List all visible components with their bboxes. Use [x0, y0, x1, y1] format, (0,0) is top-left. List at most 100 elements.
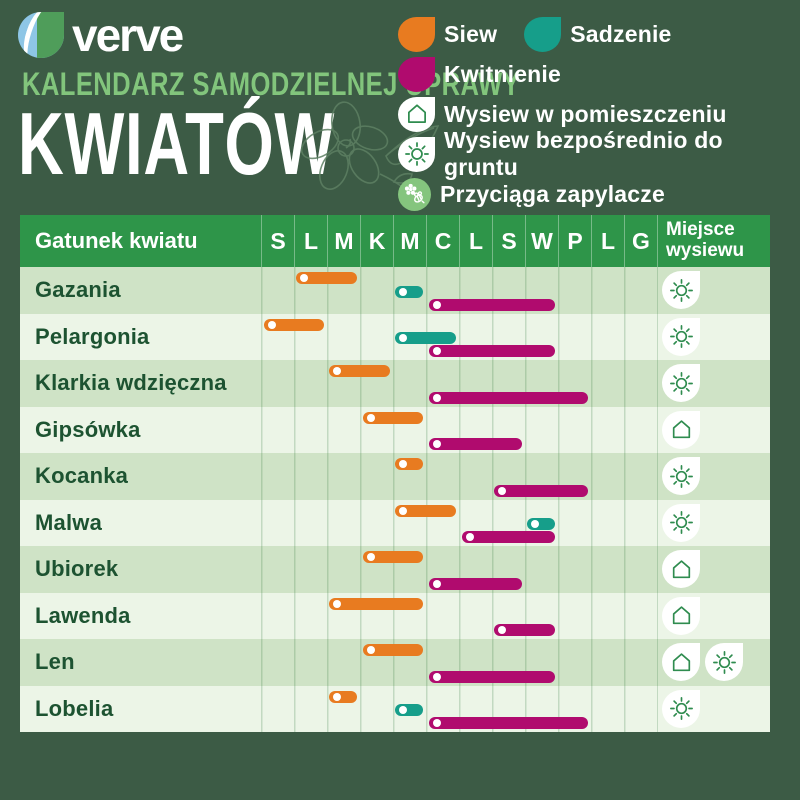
table-row: Gipsówka — [20, 406, 770, 453]
kwitnienie-bar — [428, 438, 522, 450]
row-months — [261, 406, 657, 453]
legend: Siew Sadzenie Kwitnienie Wysiew w pomies… — [398, 16, 790, 212]
row-months — [261, 499, 657, 546]
table-row: Malwa — [20, 499, 770, 546]
table-row: Pelargonia — [20, 313, 770, 360]
sun-icon — [705, 643, 743, 682]
legend-row-5: Przyciąga zapylacze — [398, 176, 790, 212]
month-header: S — [261, 215, 294, 267]
row-place — [657, 546, 770, 593]
legend-label-sadzenie: Sadzenie — [570, 20, 672, 47]
row-label: Kocanka — [35, 463, 129, 489]
row-place — [657, 499, 770, 546]
legend-label-indoor: Wysiew w pomieszczeniu — [444, 100, 727, 127]
row-months — [261, 592, 657, 639]
legend-label-siew: Siew — [444, 20, 498, 47]
direct-sun-icon — [398, 136, 435, 172]
row-months — [261, 685, 657, 732]
house-icon — [662, 596, 700, 635]
legend-row-3: Wysiew w pomieszczeniu — [398, 96, 790, 132]
sadzenie-bar — [527, 518, 555, 530]
siew-bar — [362, 411, 423, 424]
kwitnienie-bar — [494, 624, 555, 636]
brand-wordmark: verve — [72, 9, 184, 61]
row-place — [657, 639, 770, 686]
pollinator-icon — [398, 177, 431, 211]
siew-bar — [395, 504, 456, 517]
table-row: Klarkia wdzięczna — [20, 360, 770, 407]
row-label: Gipsówka — [35, 416, 141, 442]
siew-bar — [329, 597, 423, 610]
table-row: Lawenda — [20, 592, 770, 639]
indoor-house-icon — [398, 96, 435, 132]
siew-bar — [395, 458, 423, 470]
month-header: P — [558, 215, 591, 267]
month-header: M — [393, 215, 426, 267]
kwitnienie-swatch-icon — [398, 56, 435, 92]
row-label: Lawenda — [35, 602, 131, 628]
kwitnienie-bar — [428, 298, 555, 311]
legend-label-direct: Wysiew bezpośrednio do gruntu — [444, 127, 723, 180]
sun-icon — [662, 364, 700, 403]
table-row: Len — [20, 639, 770, 686]
brand-logo: verve — [18, 9, 184, 61]
kwitnienie-bar — [428, 345, 555, 357]
kwitnienie-bar — [428, 670, 555, 683]
calendar-subtitle: KALENDARZ SAMODZIELNEJ UPRAWY — [22, 66, 521, 102]
month-header: S — [492, 215, 525, 267]
month-header: L — [459, 215, 492, 267]
sun-icon — [662, 271, 700, 310]
table-row: Gazania — [20, 267, 770, 314]
legend-label-kwitnienie: Kwitnienie — [444, 60, 562, 87]
sadzenie-bar — [395, 704, 423, 716]
house-icon — [662, 550, 700, 589]
legend-row-2: Kwitnienie — [398, 56, 790, 92]
month-header: G — [624, 215, 657, 267]
row-label: Malwa — [35, 509, 103, 535]
table-row: Kocanka — [20, 453, 770, 500]
month-header: K — [360, 215, 393, 267]
row-place — [657, 453, 770, 500]
kwitnienie-bar — [428, 577, 522, 590]
row-months — [261, 313, 657, 360]
sun-icon — [662, 689, 700, 728]
row-months — [261, 360, 657, 407]
legend-row-1: Siew Sadzenie — [398, 16, 790, 52]
siew-bar — [263, 318, 324, 331]
siew-bar — [329, 365, 390, 377]
row-months — [261, 546, 657, 593]
month-header: L — [591, 215, 624, 267]
row-label: Ubiorek — [35, 556, 119, 582]
sadzenie-bar — [395, 332, 456, 344]
sun-icon — [662, 457, 700, 496]
row-label: Lobelia — [35, 695, 114, 721]
month-header: W — [525, 215, 558, 267]
table-body: Gazania Pelargonia Klarkia wdzięczna Gip… — [20, 267, 770, 732]
house-icon — [662, 410, 700, 449]
sadzenie-bar — [395, 285, 423, 298]
month-header: C — [426, 215, 459, 267]
table-row: Ubiorek — [20, 546, 770, 593]
legend-label-pollinators: Przyciąga zapylacze — [440, 180, 665, 207]
place-header: Miejsce wysiewu — [657, 215, 770, 267]
house-icon — [662, 643, 700, 682]
row-label: Gazania — [35, 277, 121, 303]
row-place — [657, 360, 770, 407]
species-header: Gatunek kwiatu — [35, 228, 198, 253]
legend-row-4: Wysiew bezpośrednio do gruntu — [398, 127, 790, 180]
row-months — [261, 453, 657, 500]
sun-icon — [662, 503, 700, 542]
row-months — [261, 267, 657, 314]
kwitnienie-bar — [428, 391, 588, 404]
row-months — [261, 639, 657, 686]
kwitnienie-bar — [461, 531, 555, 543]
kwitnienie-bar — [494, 484, 588, 497]
calendar-title: KWIATÓW — [18, 94, 336, 193]
siew-bar — [296, 272, 357, 284]
siew-bar — [329, 690, 357, 703]
row-place — [657, 592, 770, 639]
sadzenie-swatch-icon — [524, 16, 562, 52]
